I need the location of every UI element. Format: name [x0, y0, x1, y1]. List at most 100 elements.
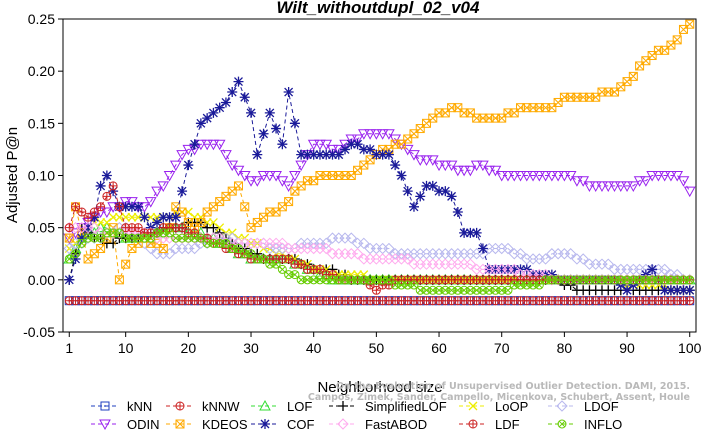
point-kdeos — [240, 202, 250, 212]
point-inflo-shape — [196, 233, 206, 243]
point-inflo-shape — [334, 275, 344, 285]
point-odin — [633, 176, 646, 187]
point-fastabod — [88, 221, 101, 234]
point-inflo — [64, 254, 74, 264]
point-inflo-shape — [215, 238, 225, 248]
point-inflo-shape — [497, 285, 507, 295]
y-tick-label: 0.05 — [28, 220, 55, 236]
point-inflo-cross — [561, 276, 568, 283]
point-cof — [440, 186, 451, 197]
point-cof — [465, 227, 476, 238]
point-inflo-cross — [392, 281, 399, 289]
point-kdeos-shape — [440, 108, 450, 118]
series-inflo — [64, 228, 695, 295]
legend-marker-knn — [100, 401, 110, 411]
point-inflo — [647, 275, 657, 285]
point-inflo — [484, 285, 494, 295]
point-inflo-cross — [435, 287, 443, 294]
series-line-cof — [68, 80, 690, 291]
x-tick-label: 90 — [619, 340, 635, 356]
point-kdeos-cross — [115, 275, 124, 285]
point-inflo-shape — [484, 285, 494, 295]
point-inflo — [566, 275, 576, 285]
point-kdeos-cross — [353, 165, 362, 175]
point-inflo — [597, 275, 607, 285]
point-kdeos-shape — [616, 82, 626, 92]
point-inflo-cross — [554, 276, 562, 283]
point-kdeos — [465, 108, 475, 118]
point-kdeos-shape — [296, 181, 306, 191]
point-kdeos-shape — [672, 35, 682, 45]
point-odin — [295, 160, 308, 172]
point-kdeos-shape — [447, 103, 457, 113]
point-inflo-cross — [360, 276, 367, 283]
point-kdeos-shape — [465, 108, 475, 118]
point-cof — [408, 201, 419, 212]
point-kdeos-cross — [466, 108, 475, 118]
point-inflo — [415, 285, 425, 295]
point-cof — [659, 285, 670, 296]
point-inflo — [315, 275, 325, 285]
point-odin — [182, 144, 195, 156]
point-inflo-cross — [285, 271, 292, 278]
point-inflo-cross — [385, 276, 393, 283]
point-inflo-cross — [172, 234, 179, 242]
point-lof — [94, 221, 107, 233]
point-ldf — [71, 202, 81, 212]
point-odin — [401, 144, 414, 156]
point-inflo — [365, 275, 375, 285]
point-ldf-cross — [96, 202, 105, 211]
point-kdeos-cross — [215, 197, 225, 206]
point-kdeos-shape — [133, 238, 143, 248]
point-kdeos-cross — [158, 244, 168, 253]
point-inflo-cross — [473, 287, 480, 294]
point-inflo — [71, 249, 81, 259]
point-ldf — [89, 207, 99, 217]
point-inflo-shape — [64, 254, 74, 264]
point-kdeos-shape — [472, 113, 482, 123]
point-inflo-shape — [346, 275, 356, 285]
point-kdeos — [114, 275, 124, 285]
legend-marker-simplifiedlof — [338, 401, 348, 411]
point-inflo-cross — [542, 276, 549, 283]
point-kdeos-shape — [265, 207, 275, 217]
point-inflo-shape — [434, 285, 444, 295]
point-inflo — [240, 249, 250, 259]
point-odin — [220, 150, 232, 161]
point-inflo-cross — [247, 250, 255, 257]
point-kdeos-cross — [622, 77, 632, 86]
point-loop — [215, 223, 225, 233]
point-kdeos-shape — [196, 217, 206, 227]
point-kdeos-shape — [459, 108, 469, 118]
point-inflo-cross — [310, 276, 317, 283]
point-kdeos-cross — [428, 113, 438, 123]
point-inflo-shape — [653, 275, 663, 285]
point-kdeos-shape — [271, 207, 281, 217]
point-kdeos-shape — [478, 113, 488, 123]
point-inflo-shape — [127, 233, 137, 243]
point-loop — [146, 212, 156, 222]
point-inflo-cross — [404, 281, 411, 289]
point-kdeos-shape — [516, 103, 526, 113]
point-cof — [352, 139, 363, 150]
point-kdeos — [553, 97, 563, 107]
point-kdeos-cross — [440, 108, 450, 118]
point-odin — [533, 171, 546, 182]
point-inflo — [309, 275, 319, 285]
point-kdeos-shape — [64, 233, 74, 243]
point-kdeos — [666, 40, 676, 50]
point-kdeos-shape — [666, 40, 676, 50]
point-cof — [227, 87, 238, 98]
point-cof — [283, 87, 294, 98]
point-cof — [108, 186, 119, 197]
point-inflo-cross — [222, 240, 230, 247]
point-odin — [314, 139, 326, 151]
point-inflo — [672, 275, 682, 285]
legend-marker-kdeos — [175, 419, 185, 429]
point-cof — [189, 139, 200, 150]
point-kdeos-cross — [415, 124, 425, 133]
point-inflo-shape — [622, 275, 632, 285]
point-cof — [684, 285, 695, 296]
point-kdeos-cross — [672, 35, 682, 45]
point-ldof — [539, 253, 552, 265]
